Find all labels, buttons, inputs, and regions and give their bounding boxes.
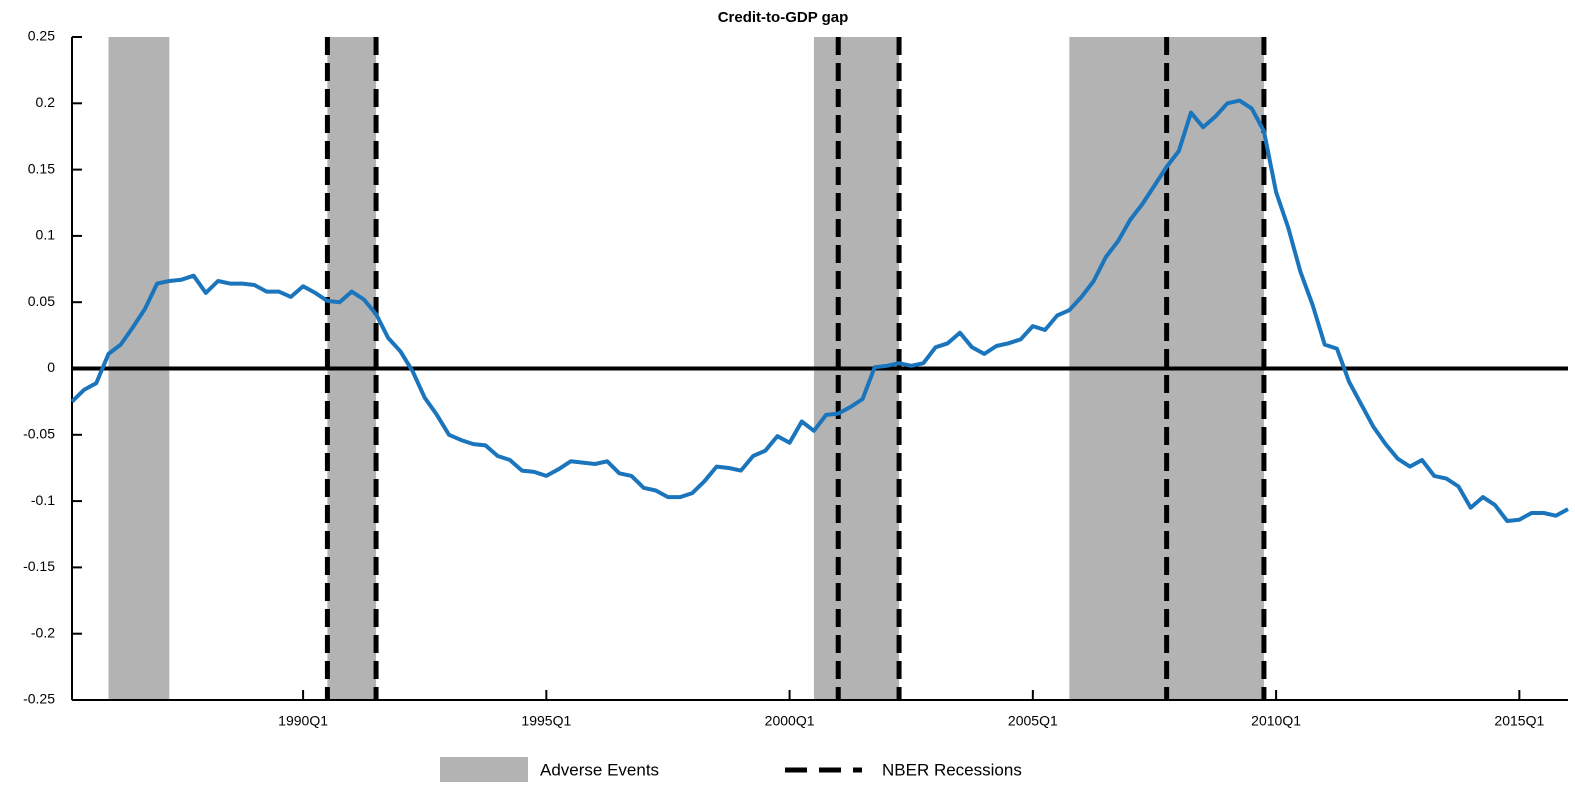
x-tick-label: 2010Q1 [1251, 713, 1301, 729]
y-tick-label: -0.15 [23, 558, 55, 574]
x-tick-label: 2000Q1 [765, 713, 815, 729]
x-tick-label: 2005Q1 [1008, 713, 1058, 729]
y-tick-label: 0.2 [36, 94, 56, 110]
legend-label: NBER Recessions [882, 760, 1022, 779]
data-line [70, 98, 1569, 523]
chart-title: Credit-to-GDP gap [718, 9, 849, 26]
y-tick-label: -0.25 [23, 691, 55, 707]
x-tick-label: 2015Q1 [1494, 713, 1544, 729]
x-tick-label: 1990Q1 [278, 713, 328, 729]
x-tick-label: 1995Q1 [521, 713, 571, 729]
y-tick-label: 0.05 [28, 293, 55, 309]
y-tick-label: 0 [47, 359, 55, 375]
y-tick-label: 0.25 [28, 28, 55, 44]
legend-swatch [440, 757, 528, 782]
y-tick-label: 0.1 [36, 227, 56, 243]
y-tick-label: -0.1 [31, 492, 55, 508]
y-tick-label: 0.15 [28, 160, 55, 176]
legend-label: Adverse Events [540, 760, 659, 779]
y-tick-label: -0.05 [23, 426, 55, 442]
y-tick-label: -0.2 [31, 624, 55, 640]
